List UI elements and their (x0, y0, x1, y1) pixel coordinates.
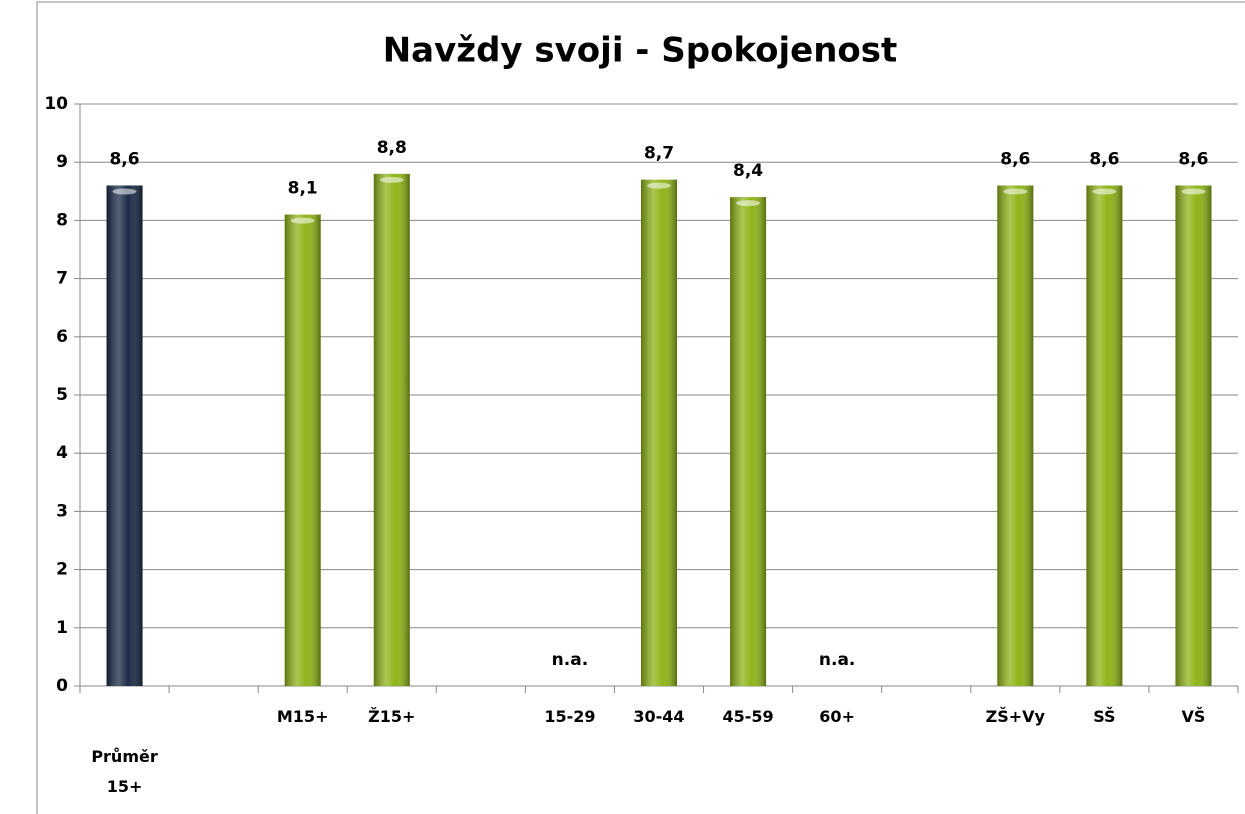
value-label: 8,6 (1178, 149, 1208, 169)
bar-shading (1175, 185, 1212, 687)
bar-shading (106, 185, 143, 687)
value-label: n.a. (552, 650, 589, 670)
bar-highlight (1092, 188, 1117, 195)
x-tick-label: VŠ (1181, 707, 1206, 726)
bar-shading (373, 173, 410, 687)
bar-highlight (647, 182, 671, 189)
chart-frame (36, 1, 1245, 814)
y-tick-label: 8 (56, 210, 68, 230)
value-label: 8,4 (733, 161, 763, 181)
chart-title: Navždy svoji - Spokojenost (383, 31, 898, 71)
x-tick-label: ZŠ+Vy (985, 707, 1045, 726)
y-tick-label: 0 (56, 676, 68, 696)
value-label: 8,6 (1000, 149, 1030, 169)
bar-shading (1086, 185, 1123, 687)
y-tick-label: 2 (56, 560, 68, 580)
x-tick-label: 45-59 (722, 707, 774, 726)
bar-highlight (736, 200, 761, 207)
y-tick-label: 4 (56, 443, 68, 463)
value-label: 8,8 (377, 138, 407, 158)
bar-highlight (290, 217, 315, 224)
y-tick-label: 1 (56, 618, 68, 638)
x-tick-label: Průměr 15+ (91, 747, 158, 796)
bar-shading (997, 185, 1034, 687)
bar-shading (284, 214, 321, 686)
bar-shading (641, 179, 677, 686)
x-tick-label: Ž15+ (368, 707, 416, 726)
value-label: 8,6 (109, 149, 139, 169)
y-tick-label: 5 (56, 385, 68, 405)
x-tick-label: M15+ (276, 707, 329, 726)
y-tick-label: 9 (56, 152, 68, 172)
y-tick-label: 7 (56, 269, 68, 289)
bar-shading (730, 197, 767, 686)
value-label: 8,6 (1089, 149, 1119, 169)
bar-highlight (1003, 188, 1028, 195)
value-label: 8,1 (288, 179, 318, 199)
y-tick-label: 10 (44, 94, 68, 114)
x-tick-label: 60+ (819, 707, 855, 726)
y-tick-label: 3 (56, 501, 68, 521)
x-tick-label: 15-29 (544, 707, 596, 726)
bar-highlight (1181, 188, 1206, 195)
x-tick-label: SŠ (1093, 707, 1116, 726)
x-tick-label: 30-44 (633, 707, 685, 726)
value-label: 8,7 (644, 144, 674, 164)
value-label: n.a. (819, 650, 856, 670)
bar-highlight (379, 176, 404, 183)
bar-highlight (112, 188, 137, 195)
y-tick-label: 6 (56, 327, 68, 347)
